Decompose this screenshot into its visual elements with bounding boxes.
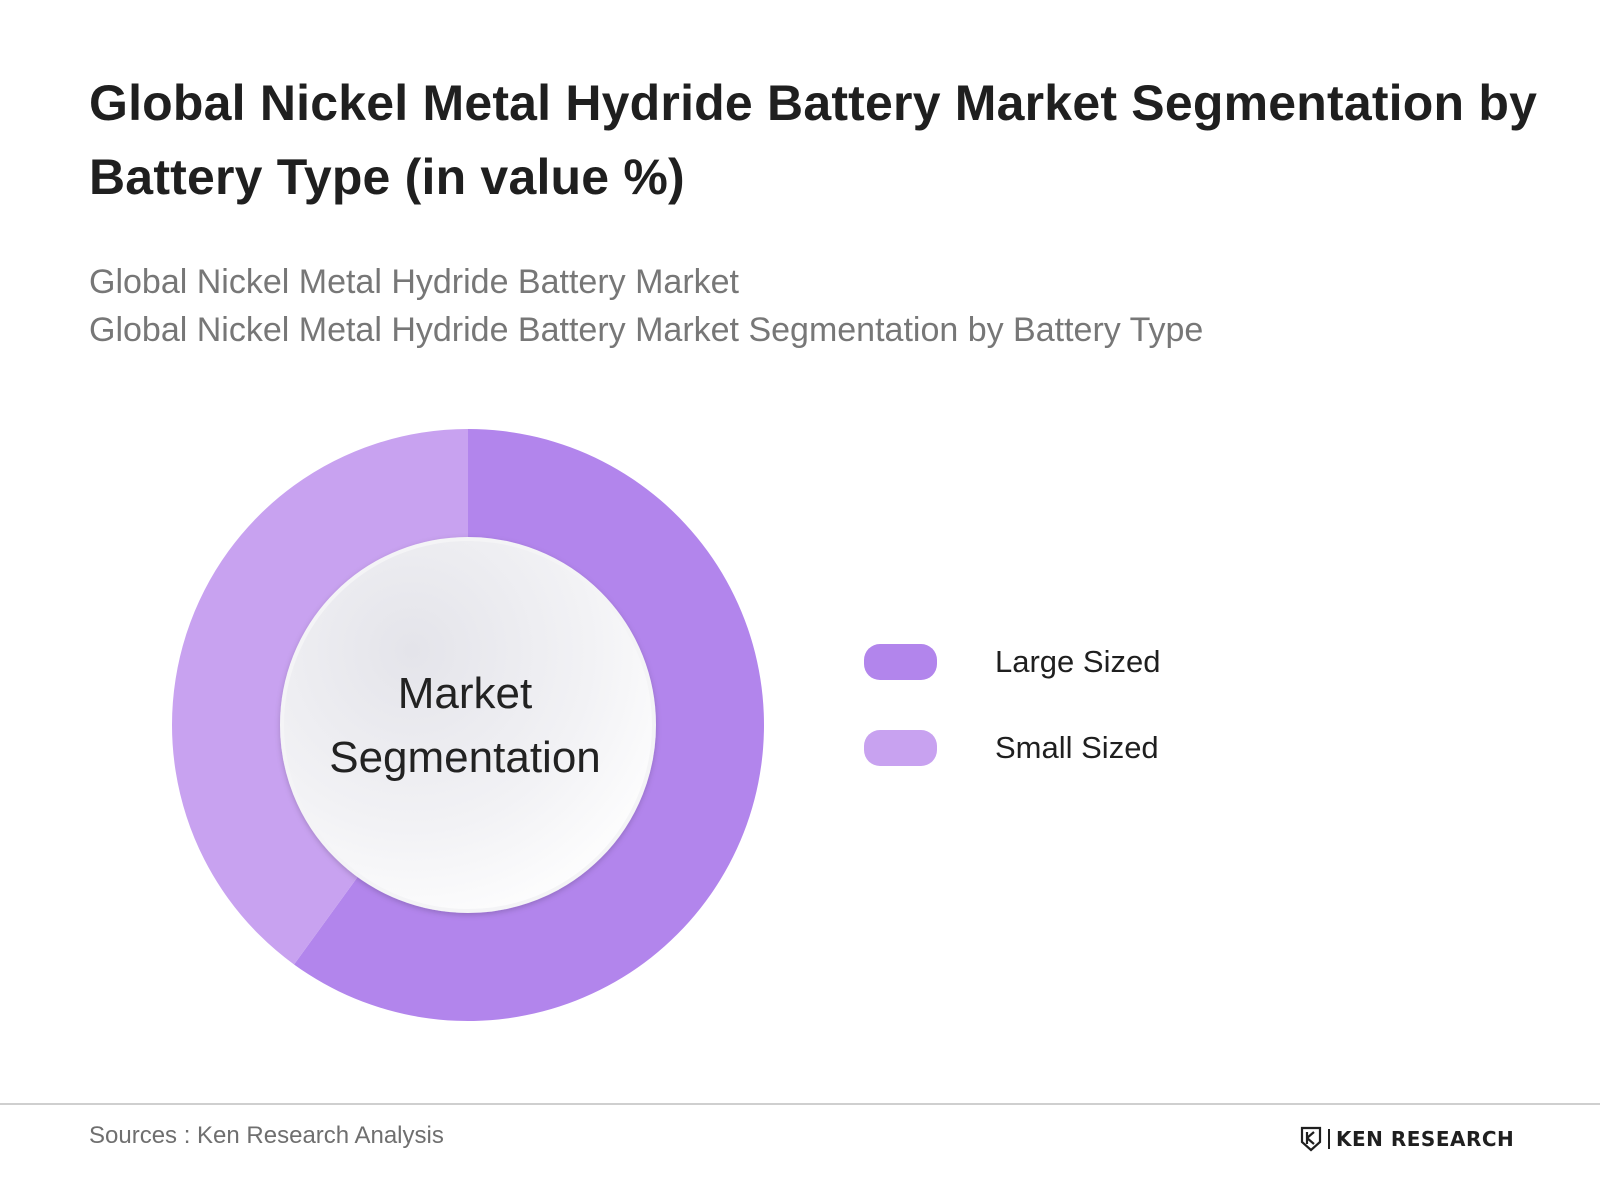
center-label-line-1: Market [397, 669, 533, 718]
ken-research-shield-icon [1300, 1126, 1322, 1152]
chart-subtitle: Global Nickel Metal Hydride Battery Mark… [89, 258, 1549, 354]
donut-slices [171, 429, 764, 1021]
donut-slice-large-sized [294, 429, 764, 1021]
ken-research-logo: KEN RESEARCH [1300, 1124, 1514, 1154]
legend-swatch-large-sized [864, 644, 937, 680]
brand-separator [1328, 1129, 1330, 1149]
subtitle-line-2: Global Nickel Metal Hydride Battery Mark… [89, 311, 1204, 349]
legend-label-small-sized: Small Sized [995, 730, 1159, 765]
footer-divider [0, 1103, 1600, 1105]
donut-center-label: Market Segmentation [280, 662, 650, 790]
subtitle-line-1: Global Nickel Metal Hydride Battery Mark… [89, 263, 740, 301]
legend-swatch-small-sized [864, 730, 937, 766]
center-label-line-2: Segmentation [329, 733, 601, 782]
brand-name: KEN RESEARCH [1336, 1127, 1515, 1151]
legend-label-large-sized: Large Sized [995, 644, 1161, 679]
donut-slice-small-sized [171, 429, 469, 965]
donut-center [280, 537, 656, 913]
chart-title: Global Nickel Metal Hydride Battery Mark… [89, 75, 1538, 205]
source-note: Sources : Ken Research Analysis [89, 1122, 444, 1149]
